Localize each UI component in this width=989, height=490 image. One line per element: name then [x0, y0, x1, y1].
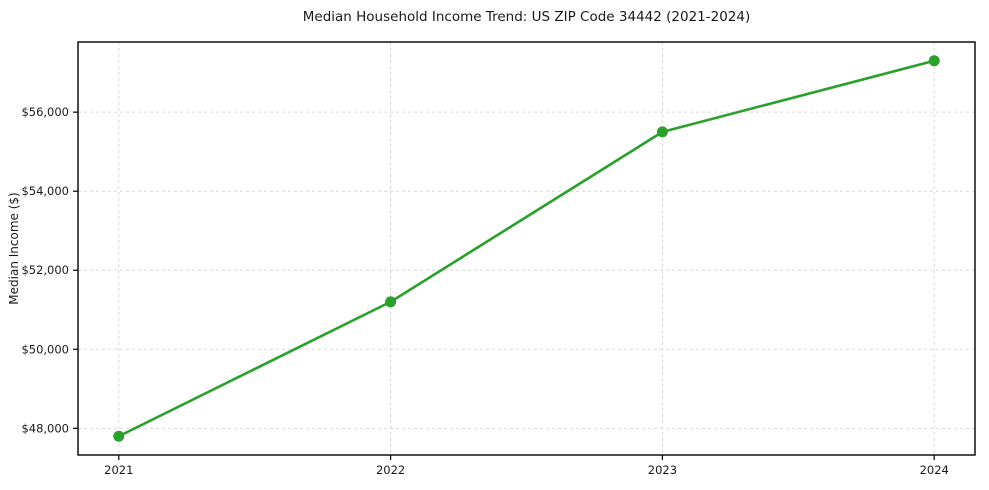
x-tick-label: 2023: [648, 463, 677, 477]
y-tick-label: $56,000: [21, 105, 69, 119]
x-tick-label: 2022: [376, 463, 405, 477]
y-tick-label: $50,000: [21, 342, 69, 356]
y-tick-label: $52,000: [21, 263, 69, 277]
grid-layer: [78, 42, 975, 455]
series-layer: [113, 55, 940, 442]
y-axis-label: Median Income ($): [7, 192, 21, 304]
series-line: [117, 59, 936, 438]
tick-layer: $48,000 $50,000 $52,000 $54,000 $56,000 2021 2…: [21, 105, 948, 477]
y-tick-label: $54,000: [21, 184, 69, 198]
data-point-marker: [656, 126, 668, 138]
data-point-marker: [113, 430, 125, 442]
data-point-marker: [385, 296, 397, 308]
plot-border: [77, 41, 976, 456]
chart-title: Median Household Income Trend: US ZIP Co…: [303, 9, 751, 25]
data-point-marker: [928, 55, 940, 67]
x-tick-label: 2024: [920, 463, 949, 477]
y-tick-label: $48,000: [21, 421, 69, 435]
x-tick-label: 2021: [104, 463, 133, 477]
